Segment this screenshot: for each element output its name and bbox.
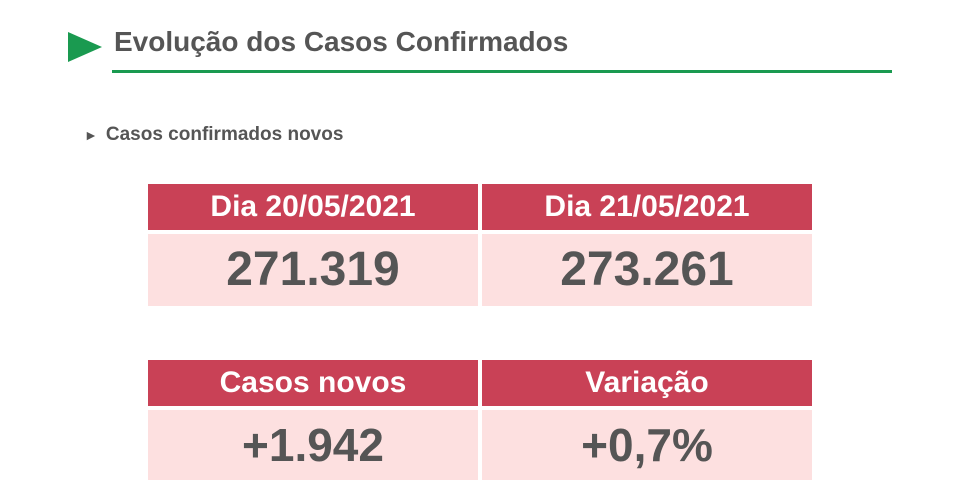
table-value: 273.261 bbox=[482, 234, 812, 306]
table: Casos novos Variação +1.942 +0,7% bbox=[148, 360, 812, 480]
table-header: Variação bbox=[482, 360, 812, 406]
section-title-wrap: ► Casos confirmados novos bbox=[84, 124, 344, 145]
table-value: 271.319 bbox=[148, 234, 478, 306]
section-title: Casos confirmados novos bbox=[105, 124, 344, 145]
table-value: +1.942 bbox=[148, 410, 478, 480]
table-header: Dia 21/05/2021 bbox=[482, 184, 812, 230]
table-header: Dia 20/05/2021 bbox=[148, 184, 478, 230]
table-header: Casos novos bbox=[148, 360, 478, 406]
header-rule bbox=[112, 70, 892, 73]
table-value: +0,7% bbox=[482, 410, 812, 480]
header-icon bbox=[68, 32, 102, 62]
table: Dia 20/05/2021 Dia 21/05/2021 271.319 27… bbox=[148, 184, 812, 306]
header-title: Evolução dos Casos Confirmados bbox=[114, 26, 569, 57]
